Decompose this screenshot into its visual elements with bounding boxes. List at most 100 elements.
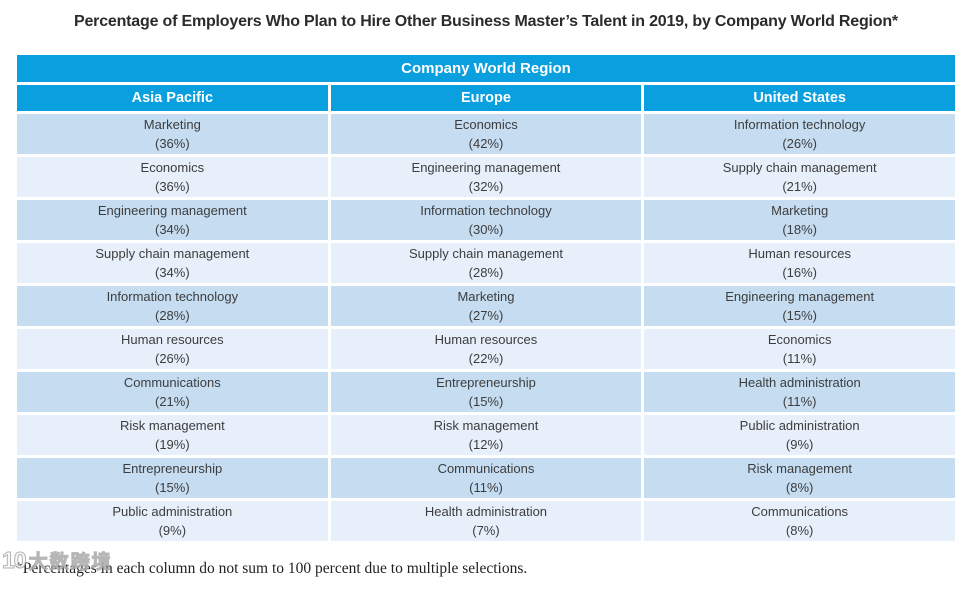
cell-percent: (34%) bbox=[154, 265, 190, 280]
cell-percent: (15%) bbox=[468, 394, 504, 409]
cell-percent: (9%) bbox=[785, 437, 814, 452]
cell-percent: (26%) bbox=[782, 136, 817, 151]
table-cell: Communications (8%) bbox=[641, 498, 958, 544]
table-cell: Human resources (26%) bbox=[14, 326, 331, 372]
cell-category: Entrepreneurship bbox=[122, 461, 223, 476]
table-cell: Communications (21%) bbox=[14, 369, 331, 415]
cell-category: Supply chain management bbox=[95, 246, 250, 261]
table-group-header-row: Company World Region bbox=[14, 52, 958, 85]
table-row: Marketing (36%) Economics (42%) Information … bbox=[14, 111, 958, 157]
cell-percent: (26%) bbox=[154, 351, 190, 366]
cell-percent: (28%) bbox=[154, 308, 190, 323]
table-cell: Marketing (27%) bbox=[327, 283, 645, 329]
table-cell: Information technology (30%) bbox=[327, 197, 645, 243]
cell-percent: (9%) bbox=[158, 523, 187, 538]
cell-category: Health administration bbox=[424, 504, 548, 519]
cell-category: Human resources bbox=[434, 332, 538, 347]
table-row: Entrepreneurship (15%) Communications (11%)… bbox=[14, 455, 958, 501]
cell-category: Economics bbox=[767, 332, 832, 347]
table-cell: Economics (42%) bbox=[327, 111, 645, 157]
cell-percent: (7%) bbox=[472, 523, 500, 538]
table-cell: Human resources (16%) bbox=[641, 240, 958, 286]
cell-category: Marketing bbox=[771, 203, 829, 218]
table-cell: Engineering management (15%) bbox=[641, 283, 958, 329]
table-cell: Economics (11%) bbox=[641, 326, 958, 372]
cell-category: Risk management bbox=[433, 418, 539, 433]
cell-category: Communications bbox=[437, 461, 535, 476]
table-cell: Entrepreneurship (15%) bbox=[327, 369, 645, 415]
cell-percent: (36%) bbox=[154, 179, 190, 194]
table-cell: Human resources (22%) bbox=[327, 326, 645, 372]
cell-percent: (22%) bbox=[468, 351, 504, 366]
table-cell: Supply chain management (21%) bbox=[641, 154, 958, 200]
column-header-europe: Europe bbox=[327, 82, 645, 114]
table-cell: Health administration (7%) bbox=[327, 498, 645, 544]
cell-category: Health administration bbox=[738, 375, 861, 390]
cell-category: Marketing bbox=[143, 117, 201, 132]
cell-category: Public administration bbox=[112, 504, 233, 519]
table-row: Supply chain management (34%) Supply chain… bbox=[14, 240, 958, 286]
table-cell: Entrepreneurship (15%) bbox=[14, 455, 331, 501]
table-cell: Risk management (12%) bbox=[327, 412, 645, 458]
cell-percent: (11%) bbox=[469, 480, 503, 495]
cell-percent: (32%) bbox=[468, 179, 504, 194]
cell-category: Economics bbox=[454, 117, 518, 132]
cell-category: Engineering management bbox=[97, 203, 247, 218]
table-cell: Public administration (9%) bbox=[641, 412, 958, 458]
cell-category: Human resources bbox=[748, 246, 851, 261]
table-cell: Marketing (18%) bbox=[641, 197, 958, 243]
cell-percent: (34%) bbox=[154, 222, 190, 237]
table-cell: Risk management (19%) bbox=[14, 412, 331, 458]
cell-percent: (8%) bbox=[785, 523, 814, 538]
cell-percent: (12%) bbox=[468, 437, 504, 452]
table-cell: Information technology (26%) bbox=[641, 111, 958, 157]
cell-category: Information technology bbox=[420, 203, 552, 218]
table-row: Risk management (19%) Risk management (12%)… bbox=[14, 412, 958, 458]
cell-category: Marketing bbox=[457, 289, 515, 304]
cell-percent: (42%) bbox=[468, 136, 504, 151]
table-row: Public administration (9%) Health administ… bbox=[14, 498, 958, 544]
cell-percent: (16%) bbox=[782, 265, 817, 280]
table-cell: Communications (11%) bbox=[327, 455, 645, 501]
table-row: Information technology (28%) Marketing (27%… bbox=[14, 283, 958, 329]
cell-percent: (15%) bbox=[154, 480, 190, 495]
column-header-asia-pacific: Asia Pacific bbox=[14, 82, 331, 114]
cell-percent: (27%) bbox=[468, 308, 504, 323]
table-cell: Supply chain management (34%) bbox=[14, 240, 331, 286]
cell-category: Information technology bbox=[106, 289, 239, 304]
table-column-header-row: Asia Pacific Europe United States bbox=[14, 82, 958, 114]
cell-percent: (36%) bbox=[154, 136, 190, 151]
cell-category: Risk management bbox=[119, 418, 225, 433]
cell-category: Entrepreneurship bbox=[436, 375, 536, 390]
cell-percent: (19%) bbox=[154, 437, 190, 452]
table-cell: Marketing (36%) bbox=[14, 111, 331, 157]
table-body: Marketing (36%) Economics (42%) Information … bbox=[14, 111, 958, 544]
cell-percent: (28%) bbox=[468, 265, 504, 280]
cell-category: Public administration bbox=[739, 418, 860, 433]
cell-percent: (21%) bbox=[154, 394, 190, 409]
table-cell: Supply chain management (28%) bbox=[327, 240, 645, 286]
table-cell: Engineering management (34%) bbox=[14, 197, 331, 243]
cell-category: Economics bbox=[140, 160, 205, 175]
cell-category: Communications bbox=[751, 504, 849, 519]
footnote: *Percentages in each column do not sum t… bbox=[15, 560, 528, 577]
table-cell: Engineering management (32%) bbox=[327, 154, 645, 200]
cell-category: Risk management bbox=[747, 461, 853, 476]
cell-percent: (30%) bbox=[468, 222, 504, 237]
region-table: Company World Region Asia Pacific Europe… bbox=[14, 52, 958, 544]
table-cell: Information technology (28%) bbox=[14, 283, 331, 329]
table-row: Communications (21%) Entrepreneurship (15%)… bbox=[14, 369, 958, 415]
table-cell: Risk management (8%) bbox=[641, 455, 958, 501]
cell-percent: (11%) bbox=[782, 351, 817, 366]
table-row: Human resources (26%) Human resources (22%)… bbox=[14, 326, 958, 372]
cell-category: Information technology bbox=[733, 117, 866, 132]
table-cell: Health administration (11%) bbox=[641, 369, 958, 415]
cell-percent: (8%) bbox=[785, 480, 814, 495]
cell-category: Communications bbox=[123, 375, 221, 390]
cell-category: Supply chain management bbox=[409, 246, 563, 261]
cell-percent: (11%) bbox=[782, 394, 817, 409]
cell-percent: (18%) bbox=[782, 222, 817, 237]
cell-percent: (21%) bbox=[782, 179, 817, 194]
page-title: Percentage of Employers Who Plan to Hire… bbox=[74, 13, 898, 30]
cell-category: Human resources bbox=[121, 332, 224, 347]
